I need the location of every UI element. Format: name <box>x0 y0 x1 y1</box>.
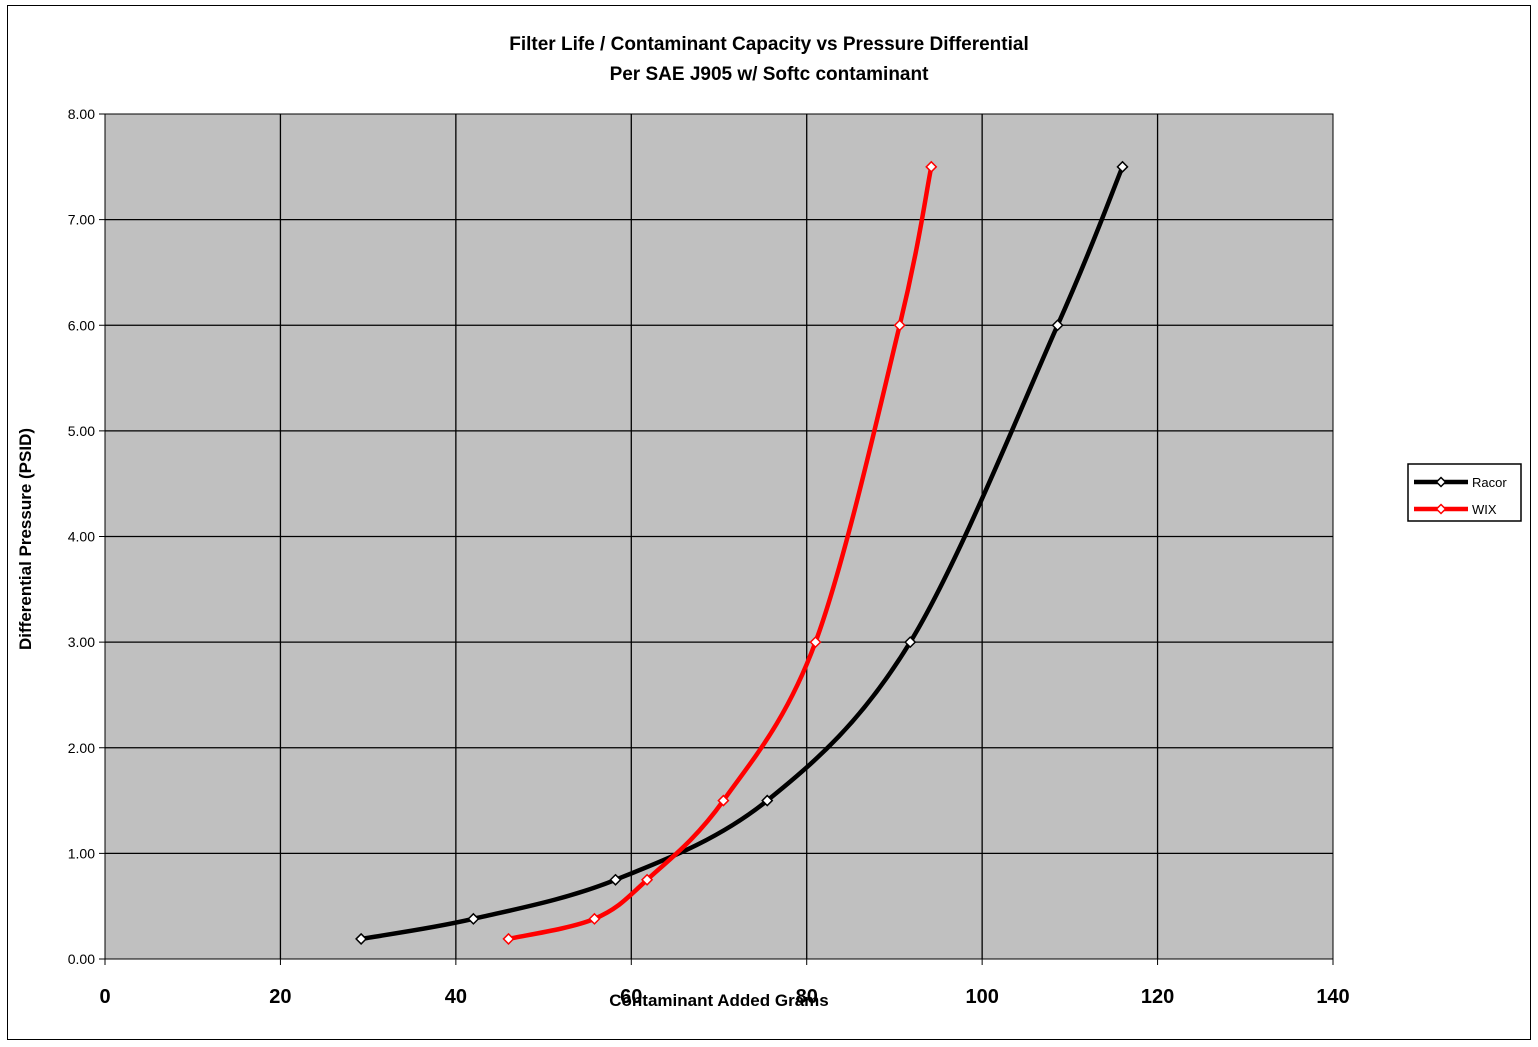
legend-label-racor: Racor <box>1472 475 1507 490</box>
x-tick-label: 20 <box>269 986 291 1008</box>
x-tick-label: 40 <box>445 986 467 1008</box>
legend-box <box>1407 463 1522 522</box>
x-tick-label: 140 <box>1316 986 1349 1008</box>
data-point-racor <box>355 932 368 945</box>
y-axis-label: Differential Pressure (PSID) <box>16 428 35 650</box>
data-point-racor <box>1116 160 1129 173</box>
x-axis-ticks: 0 20 40 60 80 100 120 140 <box>99 986 1349 1008</box>
x-tick-label: 80 <box>796 986 818 1008</box>
data-point-wix <box>502 932 515 945</box>
y-tick-label: 0.00 <box>68 951 95 967</box>
series-layer <box>355 160 1129 945</box>
data-point-racor <box>904 636 917 649</box>
legend: Racor WIX <box>1407 463 1522 522</box>
y-tick-label: 8.00 <box>68 106 95 122</box>
y-tick-label: 7.00 <box>68 212 95 228</box>
data-point-wix <box>588 912 601 925</box>
x-tick-label: 60 <box>620 986 642 1008</box>
data-point-wix <box>893 319 906 332</box>
data-point-wix <box>809 636 822 649</box>
x-tick-label: 0 <box>99 986 110 1008</box>
chart-title: Filter Life / Contaminant Capacity vs Pr… <box>509 34 1028 55</box>
x-axis-label: Contaminant Added Grams <box>609 991 828 1010</box>
data-point-racor <box>467 912 480 925</box>
y-tick-label: 3.00 <box>68 634 95 650</box>
data-point-racor <box>609 873 622 886</box>
chart-frame: Filter Life / Contaminant Capacity vs Pr… <box>7 5 1531 1040</box>
y-tick-label: 6.00 <box>68 317 95 333</box>
chart: Filter Life / Contaminant Capacity vs Pr… <box>16 34 1522 1010</box>
x-tick-label: 100 <box>965 986 998 1008</box>
x-tick-label: 120 <box>1141 986 1174 1008</box>
data-point-racor <box>1051 319 1064 332</box>
legend-marker-wix <box>1435 503 1447 515</box>
data-point-wix <box>717 794 730 807</box>
chart-subtitle: Per SAE J905 w/ Softc contaminant <box>610 64 930 85</box>
data-point-wix <box>641 873 654 886</box>
y-tick-label: 2.00 <box>68 740 95 756</box>
gridlines <box>99 113 1334 965</box>
legend-label-wix: WIX <box>1472 502 1497 517</box>
y-tick-label: 5.00 <box>68 423 95 439</box>
y-tick-label: 1.00 <box>68 845 95 861</box>
y-axis-ticks: 0.00 1.00 2.00 3.00 4.00 5.00 6.00 7.00 8.00 <box>68 106 95 967</box>
data-point-wix <box>925 160 938 173</box>
legend-marker-racor <box>1435 476 1447 488</box>
data-point-racor <box>761 794 774 807</box>
y-tick-label: 4.00 <box>68 529 95 545</box>
